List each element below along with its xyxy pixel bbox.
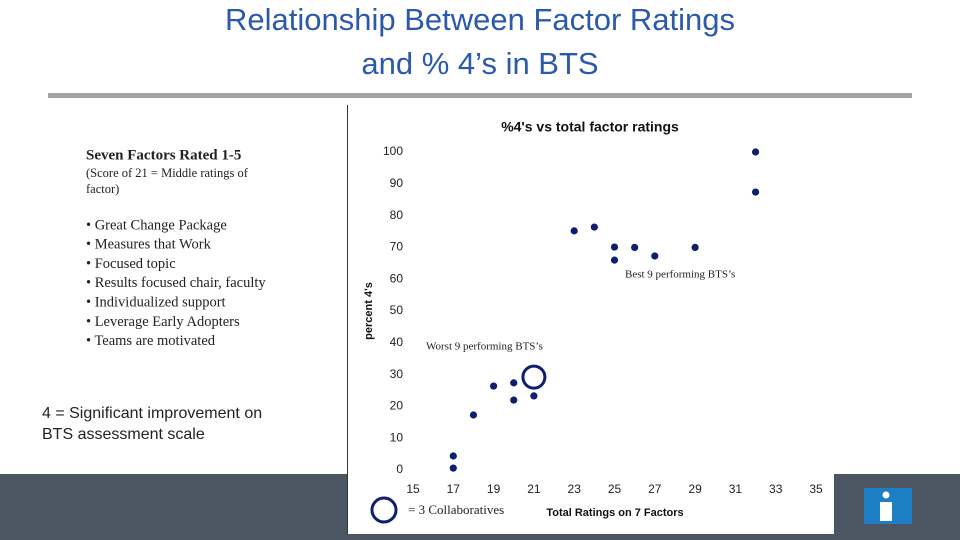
- y-tick-label: 0: [396, 462, 403, 476]
- point: [469, 411, 478, 419]
- x-tick-label: 29: [688, 482, 702, 496]
- chart-panel: [347, 105, 834, 534]
- footnote: 4 = Significant improvement on: [42, 405, 262, 422]
- legend-label: = 3 Collaboratives: [408, 502, 504, 517]
- x-tick-label: 21: [527, 482, 541, 496]
- y-tick-label: 90: [390, 176, 404, 190]
- point: [751, 148, 760, 156]
- x-tick-label: 23: [568, 482, 582, 496]
- left-heading: Seven Factors Rated 1-5: [86, 147, 241, 163]
- x-tick-label: 15: [406, 482, 420, 496]
- point: [510, 396, 518, 404]
- left-note: (Score of 21 = Middle ratings of: [86, 166, 249, 180]
- y-tick-label: 80: [390, 208, 404, 222]
- y-tick-label: 100: [383, 144, 403, 158]
- point: [449, 464, 457, 472]
- x-tick-label: 31: [729, 482, 743, 496]
- point: [751, 188, 760, 196]
- title-line: Relationship Between Factor Ratings: [225, 2, 735, 37]
- highlight-circle: [521, 364, 547, 390]
- legend-marker: [370, 496, 398, 524]
- footnote: BTS assessment scale: [42, 426, 205, 443]
- title-rule: [48, 93, 912, 98]
- annotation: Best 9 performing BTS’s: [625, 269, 735, 281]
- x-axis-label: Total Ratings on 7 Factors: [546, 507, 683, 519]
- point: [691, 243, 699, 251]
- x-tick-label: 25: [608, 482, 622, 496]
- x-tick-label: 33: [769, 482, 783, 496]
- point: [590, 223, 598, 231]
- y-tick-label: 10: [390, 430, 404, 444]
- point: [490, 382, 498, 390]
- bullet-item: • Results focused chair, faculty: [86, 275, 266, 291]
- point: [510, 379, 518, 387]
- point: [631, 243, 639, 251]
- point: [449, 452, 457, 460]
- y-tick-label: 20: [390, 399, 404, 413]
- bullet-item: • Leverage Early Adopters: [86, 314, 240, 330]
- x-tick-label: 19: [487, 482, 501, 496]
- bullet-item: • Measures that Work: [86, 237, 212, 253]
- logo: [864, 488, 912, 524]
- point: [570, 227, 578, 235]
- y-axis-label: percent 4's: [363, 282, 375, 340]
- point: [610, 256, 619, 264]
- x-tick-label: 35: [809, 482, 823, 496]
- point: [651, 252, 659, 260]
- bullet-item: • Great Change Package: [86, 217, 227, 233]
- y-tick-label: 40: [390, 335, 404, 349]
- y-tick-label: 70: [390, 240, 404, 254]
- annotation: Worst 9 performing BTS’s: [426, 341, 543, 353]
- bullet-item: • Teams are motivated: [86, 333, 216, 349]
- point: [610, 243, 619, 251]
- point: [530, 392, 538, 400]
- x-tick-label: 17: [447, 482, 461, 496]
- y-tick-label: 30: [390, 367, 404, 381]
- bullet-item: • Individualized support: [86, 295, 226, 311]
- left-note: factor): [86, 182, 119, 196]
- y-tick-label: 50: [390, 303, 404, 317]
- x-tick-label: 27: [648, 482, 662, 496]
- title-line: and % 4’s in BTS: [361, 46, 598, 81]
- chart-title: %4's vs total factor ratings: [501, 119, 679, 135]
- bullet-item: • Focused topic: [86, 256, 176, 272]
- y-tick-label: 60: [390, 271, 404, 285]
